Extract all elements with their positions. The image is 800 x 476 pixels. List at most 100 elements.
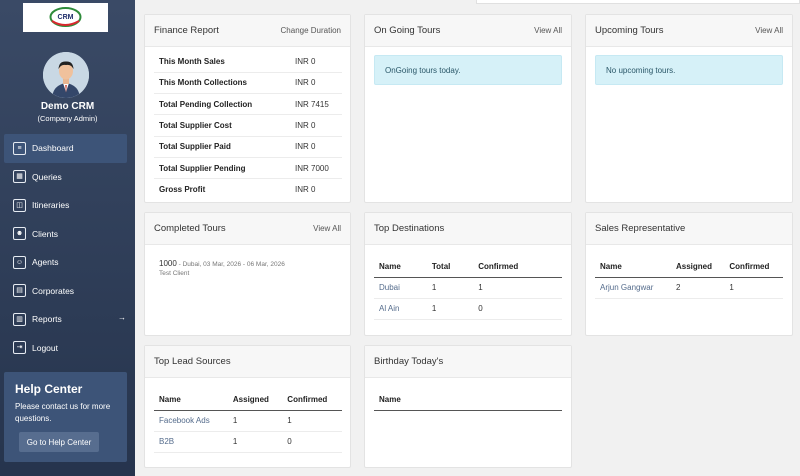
top-destinations-card: Top Destinations Name Total Confirmed Du… xyxy=(364,212,572,336)
table-row: Al Ain 1 0 xyxy=(374,298,562,320)
destination-name[interactable]: Dubai xyxy=(374,277,427,299)
nav-item-corporates[interactable]: ▤ Corporates xyxy=(4,277,127,306)
sidebar: CRM Demo CRM (Company Admin) ≡ Dashboard… xyxy=(0,0,135,476)
help-text: Please contact us for more questions. xyxy=(15,402,111,423)
upcoming-tours-card: Upcoming Tours View All No upcoming tour… xyxy=(585,14,793,203)
row-value: INR 7000 xyxy=(290,157,342,180)
destination-total: 1 xyxy=(426,277,474,299)
tour-details: - Dubai, 03 Mar, 2026 - 06 Mar, 2026 xyxy=(176,261,285,268)
view-all-link[interactable]: View All xyxy=(755,26,783,35)
column-header: Assigned xyxy=(227,390,283,411)
nav-item-itineraries[interactable]: ◫ Itineraries xyxy=(4,191,127,220)
source-confirmed: 1 xyxy=(282,410,342,432)
grid-icon: ▦ xyxy=(13,170,26,184)
table-row: Total Supplier Cost INR 0 xyxy=(154,114,342,137)
tour-line: 1000 - Dubai, 03 Mar, 2026 - 06 Mar, 202… xyxy=(159,259,350,268)
table-row: This Month Sales INR 0 xyxy=(154,51,342,73)
table-header-row: Name Assigned Confirmed xyxy=(595,257,783,278)
nav-item-clients[interactable]: ☻ Clients xyxy=(4,220,127,249)
logo-text: CRM xyxy=(58,14,74,21)
box-icon: ◫ xyxy=(13,198,26,212)
card-title: Top Destinations xyxy=(374,223,445,234)
company-logo[interactable]: CRM xyxy=(23,3,108,32)
help-title: Help Center xyxy=(15,382,83,396)
nav-label: Queries xyxy=(32,171,62,182)
info-alert: No upcoming tours. xyxy=(595,55,783,85)
nav-label: Agents xyxy=(32,257,59,268)
help-center-button[interactable]: Go to Help Center xyxy=(19,432,99,452)
nav-label: Reports xyxy=(32,314,62,325)
nav-label: Itineraries xyxy=(32,200,70,211)
column-header: Name xyxy=(374,390,562,411)
info-alert: OnGoing tours today. xyxy=(374,55,562,85)
top-lead-sources-card: Top Lead Sources Name Assigned Confirmed… xyxy=(144,345,351,468)
row-label: Total Supplier Paid xyxy=(154,136,290,158)
row-value: INR 0 xyxy=(290,72,342,95)
sidebar-nav: ≡ Dashboard ▦ Queries ◫ Itineraries ☻ Cl… xyxy=(4,134,127,362)
completed-tours-card: Completed Tours View All 1000 - Dubai, 0… xyxy=(144,212,351,336)
destination-name[interactable]: Al Ain xyxy=(374,298,427,320)
rep-name[interactable]: Arjun Gangwar xyxy=(595,277,671,299)
finance-report-card: Finance Report Change Duration This Mont… xyxy=(144,14,351,203)
nav-item-queries[interactable]: ▦ Queries xyxy=(4,163,127,192)
column-header: Confirmed xyxy=(282,390,342,411)
nav-item-reports[interactable]: ▥ Reports → xyxy=(4,305,127,334)
column-header: Name xyxy=(595,257,671,278)
nav-item-logout[interactable]: ⇥ Logout xyxy=(4,334,127,363)
user-avatar-icon xyxy=(43,52,89,98)
row-value: INR 0 xyxy=(290,136,342,158)
column-header: Name xyxy=(154,390,228,411)
arrow-right-icon: → xyxy=(118,313,126,322)
view-all-link[interactable]: View All xyxy=(534,26,562,35)
card-header: Top Destinations xyxy=(365,213,571,245)
row-value: INR 0 xyxy=(295,185,316,195)
row-label: Gross Profit xyxy=(159,185,206,195)
table-row: Facebook Ads 1 1 xyxy=(154,410,342,432)
column-header: Name xyxy=(374,257,427,278)
rep-confirmed: 1 xyxy=(724,277,783,299)
finance-table: This Month Sales INR 0 This Month Collect… xyxy=(154,51,342,200)
column-header: Confirmed xyxy=(473,257,562,278)
source-name[interactable]: Facebook Ads xyxy=(154,410,228,432)
list-item[interactable]: 1000 - Dubai, 03 Mar, 2026 - 06 Mar, 202… xyxy=(159,259,350,277)
avatar[interactable] xyxy=(43,52,89,98)
table-row: B2B 1 0 xyxy=(154,431,342,453)
card-title: Top Lead Sources xyxy=(154,356,231,367)
card-header: Completed Tours View All xyxy=(145,213,350,245)
table-row: Arjun Gangwar 2 1 xyxy=(595,277,783,299)
table-row: Dubai 1 1 xyxy=(374,277,562,299)
ongoing-tours-card: On Going Tours View All OnGoing tours to… xyxy=(364,14,572,203)
card-title: On Going Tours xyxy=(374,25,441,36)
view-all-link[interactable]: View All xyxy=(313,224,341,233)
card-title: Finance Report xyxy=(154,25,219,36)
change-duration-link[interactable]: Change Duration xyxy=(280,26,341,35)
table-row: Total Pending Collection INR 7415 xyxy=(154,93,342,116)
card-header: Sales Representative xyxy=(586,213,792,245)
row-label: Total Supplier Pending xyxy=(154,157,290,180)
table-header-row: Name xyxy=(374,390,562,411)
nav-item-agents[interactable]: ☺ Agents xyxy=(4,248,127,277)
menu-lines-icon: ≡ xyxy=(13,141,26,155)
column-header: Assigned xyxy=(670,257,725,278)
sales-rep-table: Name Assigned Confirmed Arjun Gangwar 2 … xyxy=(595,257,783,299)
column-header: Confirmed xyxy=(724,257,783,278)
destination-confirmed: 0 xyxy=(473,298,562,320)
row-label: This Month Collections xyxy=(154,72,290,95)
table-row: Total Supplier Paid INR 0 xyxy=(154,136,342,158)
help-center-panel: Help Center Please contact us for more q… xyxy=(4,372,127,462)
source-assigned: 1 xyxy=(227,431,283,453)
nav-item-dashboard[interactable]: ≡ Dashboard xyxy=(4,134,127,163)
profile-name: Demo CRM xyxy=(40,101,95,112)
tour-client: Test Client xyxy=(159,270,190,277)
card-header: Birthday Today's xyxy=(365,346,571,378)
bar-chart-icon: ▥ xyxy=(13,312,26,326)
sales-representative-card: Sales Representative Name Assigned Confi… xyxy=(585,212,793,336)
nav-label: Corporates xyxy=(32,285,75,296)
card-header: Finance Report Change Duration xyxy=(145,15,350,47)
row-value: INR 0 xyxy=(290,114,342,137)
row-value: INR 7415 xyxy=(290,93,342,116)
row-label: Total Supplier Cost xyxy=(154,114,290,137)
source-confirmed: 0 xyxy=(282,431,342,453)
source-name[interactable]: B2B xyxy=(154,431,228,453)
lead-sources-table: Name Assigned Confirmed Facebook Ads 1 1… xyxy=(154,390,342,453)
